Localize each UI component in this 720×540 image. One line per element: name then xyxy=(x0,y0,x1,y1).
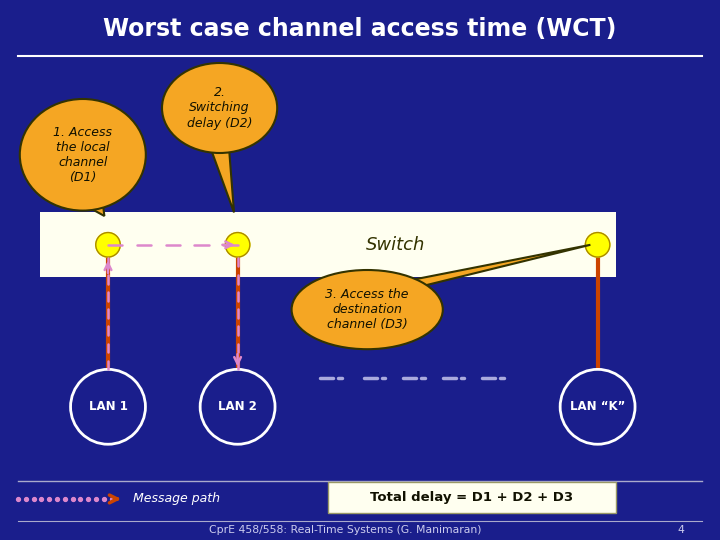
Text: LAN “K”: LAN “K” xyxy=(570,400,625,413)
FancyBboxPatch shape xyxy=(328,482,616,512)
Text: Worst case channel access time (WCT): Worst case channel access time (WCT) xyxy=(103,17,617,41)
Circle shape xyxy=(96,233,120,257)
Text: 1. Access
the local
channel
(D1): 1. Access the local channel (D1) xyxy=(53,126,112,184)
Circle shape xyxy=(200,369,275,444)
Text: 2.
Switching
delay (D2): 2. Switching delay (D2) xyxy=(187,86,252,130)
Text: LAN 2: LAN 2 xyxy=(218,400,257,413)
Ellipse shape xyxy=(292,270,443,349)
Text: Total delay = D1 + D2 + D3: Total delay = D1 + D2 + D3 xyxy=(370,491,573,504)
Text: LAN 1: LAN 1 xyxy=(89,400,127,413)
Text: 4: 4 xyxy=(677,525,684,535)
Polygon shape xyxy=(210,147,234,212)
Ellipse shape xyxy=(162,63,277,153)
Polygon shape xyxy=(297,245,590,317)
Circle shape xyxy=(225,233,250,257)
Text: Message path: Message path xyxy=(133,492,220,505)
Circle shape xyxy=(560,369,635,444)
Ellipse shape xyxy=(19,99,145,211)
Text: CprE 458/558: Real-Time Systems (G. Manimaran): CprE 458/558: Real-Time Systems (G. Mani… xyxy=(210,525,482,535)
Text: Switch: Switch xyxy=(366,236,426,254)
Text: 3. Access the
destination
channel (D3): 3. Access the destination channel (D3) xyxy=(325,288,409,331)
Polygon shape xyxy=(84,205,104,216)
FancyBboxPatch shape xyxy=(40,212,616,277)
Circle shape xyxy=(585,233,610,257)
Circle shape xyxy=(71,369,145,444)
